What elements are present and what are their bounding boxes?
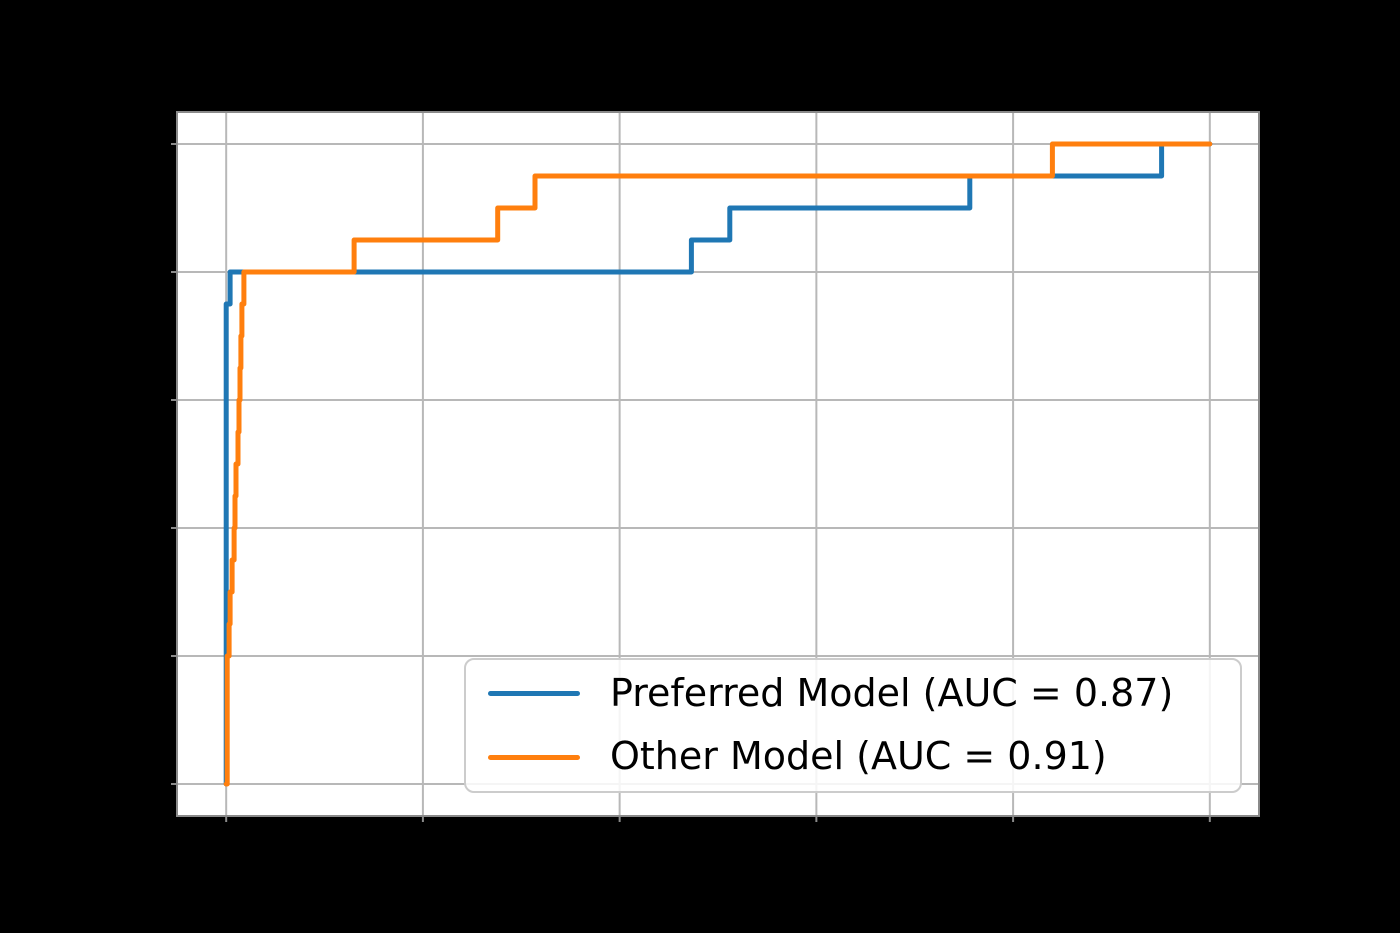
plot-border	[176, 111, 1260, 817]
legend-line-sample-other-model	[488, 754, 580, 760]
legend-label-other-model: Other Model (AUC = 0.91)	[610, 734, 1107, 779]
legend-label-preferred-model: Preferred Model (AUC = 0.87)	[610, 670, 1174, 715]
legend-item-other-model: Other Model (AUC = 0.91)	[476, 736, 1230, 778]
legend-item-preferred-model: Preferred Model (AUC = 0.87)	[476, 670, 1230, 715]
roc-curve-preferred-model	[223, 141, 1213, 787]
legend: Preferred Model (AUC = 0.87) Other Model…	[464, 658, 1242, 793]
legend-line-sample-preferred-model	[488, 691, 580, 697]
roc-curve-other-model	[223, 141, 1213, 787]
